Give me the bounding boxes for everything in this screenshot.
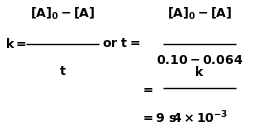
Text: $\mathbf{[A]_0-[A]}$: $\mathbf{[A]_0-[A]}$ [167, 6, 232, 22]
Text: $\mathbf{k=}$: $\mathbf{k=}$ [5, 37, 27, 50]
Text: $\mathbf{k}$: $\mathbf{k}$ [194, 65, 205, 79]
Text: $\mathbf{4\times10^{-3}}$: $\mathbf{4\times10^{-3}}$ [171, 110, 228, 127]
Text: $\mathbf{=}$: $\mathbf{=}$ [140, 82, 153, 95]
Text: $\mathbf{=9\ s}$: $\mathbf{=9\ s}$ [140, 112, 176, 125]
Text: $\mathbf{0.10-0.064}$: $\mathbf{0.10-0.064}$ [156, 54, 243, 67]
Text: $\mathbf{t}$: $\mathbf{t}$ [59, 65, 67, 78]
Text: $\mathbf{or\ t=}$: $\mathbf{or\ t=}$ [102, 37, 140, 50]
Text: $\mathbf{[A]_0-[A]}$: $\mathbf{[A]_0-[A]}$ [30, 6, 95, 22]
